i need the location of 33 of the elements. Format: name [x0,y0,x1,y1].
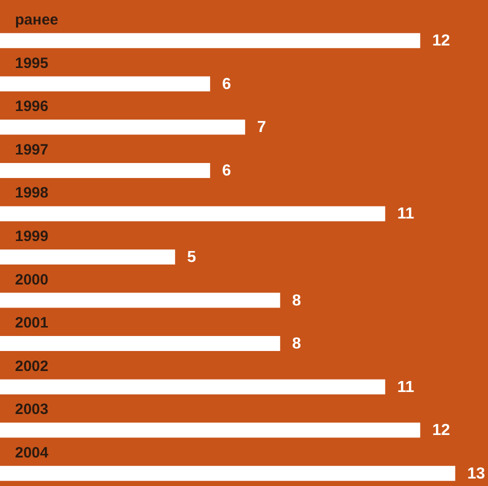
y-tick-label: 2003 [15,401,48,418]
data-label: 11 [397,378,414,396]
bar [0,250,176,264]
y-tick-label: 1995 [15,54,48,72]
bar [0,162,210,178]
data-label: 12 [432,422,450,440]
data-label: 8 [292,292,302,310]
data-label: 12 [432,32,450,50]
data-label: 6 [222,162,232,180]
y-tick-label: ранее [15,12,58,29]
y-tick-label: 2001 [15,314,48,332]
y-tick-label: 1997 [15,141,48,158]
bar [0,422,420,438]
y-tick-label: 1998 [15,184,48,202]
y-tick-label: 1996 [15,98,48,116]
data-label: 5 [187,249,196,266]
data-label: 7 [257,119,266,136]
bar [0,292,280,308]
data-label: 11 [397,206,414,223]
bar [0,379,386,394]
bar [0,120,246,135]
y-tick-label: 2002 [15,358,48,375]
y-tick-label: 1999 [15,228,48,245]
data-label: 13 [467,465,486,482]
bar [0,33,420,48]
bar [0,336,280,352]
bar [0,466,456,481]
y-tick-label: 2000 [15,271,48,288]
bar [0,76,210,92]
data-label: 8 [292,336,302,353]
y-tick-label: 2004 [15,444,50,462]
bar [0,206,386,222]
data-label: 6 [222,76,232,93]
